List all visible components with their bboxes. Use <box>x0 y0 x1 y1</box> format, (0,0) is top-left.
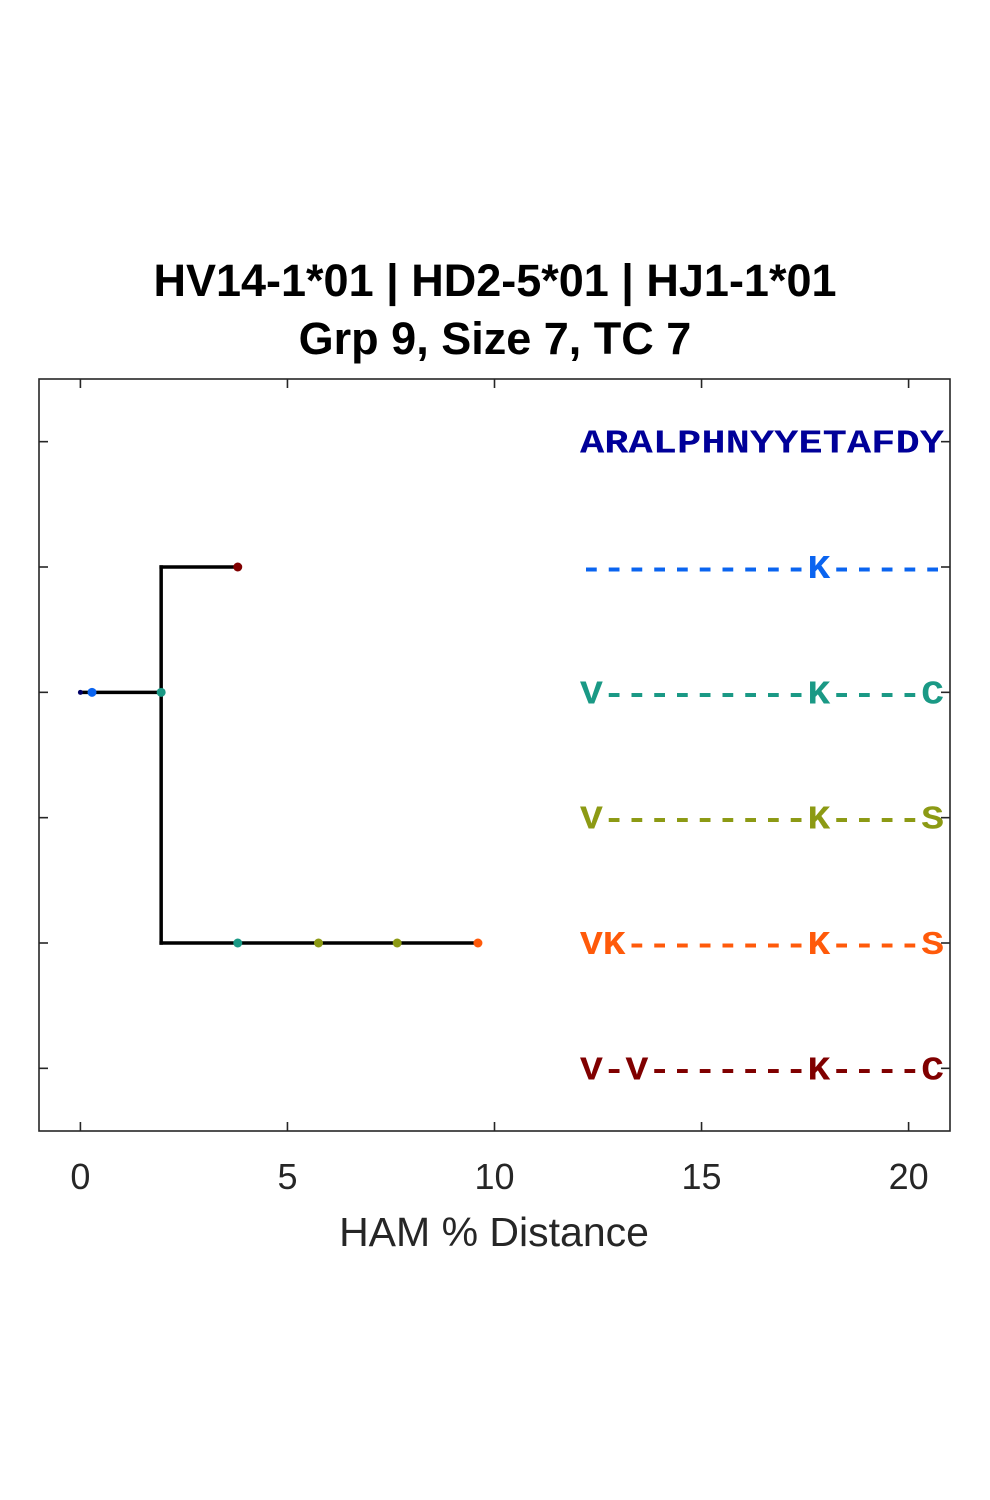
tree-branches <box>78 565 480 945</box>
sequence-label: ----------K----- <box>580 551 944 588</box>
x-tick-label: 0 <box>70 1156 90 1197</box>
sequence-label: V---------K----S <box>580 802 944 839</box>
sequence-label: V-V-------K----C <box>580 1052 944 1089</box>
x-tick-label: 15 <box>682 1156 722 1197</box>
tree-node-point <box>314 938 324 948</box>
chart-title: HV14-1*01 | HD2-5*01 | HJ1-1*01 Grp 9, S… <box>0 252 990 368</box>
chart-title-line-2: Grp 9, Size 7, TC 7 <box>298 313 692 364</box>
tree-node-point <box>392 938 402 948</box>
sequence-label: VK--------K----S <box>580 927 944 964</box>
tree-node-point <box>473 938 483 948</box>
plot-frame <box>38 378 951 1132</box>
x-tick-label: 5 <box>277 1156 297 1197</box>
sequence-label: ARALPHNYYETAFDY <box>580 426 944 463</box>
tree-node-point <box>233 938 243 948</box>
tree-node-point <box>233 562 243 572</box>
sequence-labels: ARALPHNYYETAFDY ----------K----- V--------… <box>580 426 944 1090</box>
x-tick-label: 20 <box>889 1156 929 1197</box>
chart-title-line-1: HV14-1*01 | HD2-5*01 | HJ1-1*01 <box>153 255 837 306</box>
sequence-label: V---------K----C <box>580 676 944 713</box>
tree-node-point <box>77 689 83 695</box>
x-tick-label: 10 <box>474 1156 514 1197</box>
x-axis-label: HAM % Distance <box>339 1209 649 1255</box>
axes: 0 5 10 15 20 <box>38 378 951 1197</box>
tree-node-point <box>87 687 97 697</box>
tree-node-point <box>156 687 166 697</box>
tree-nodes <box>77 562 483 948</box>
